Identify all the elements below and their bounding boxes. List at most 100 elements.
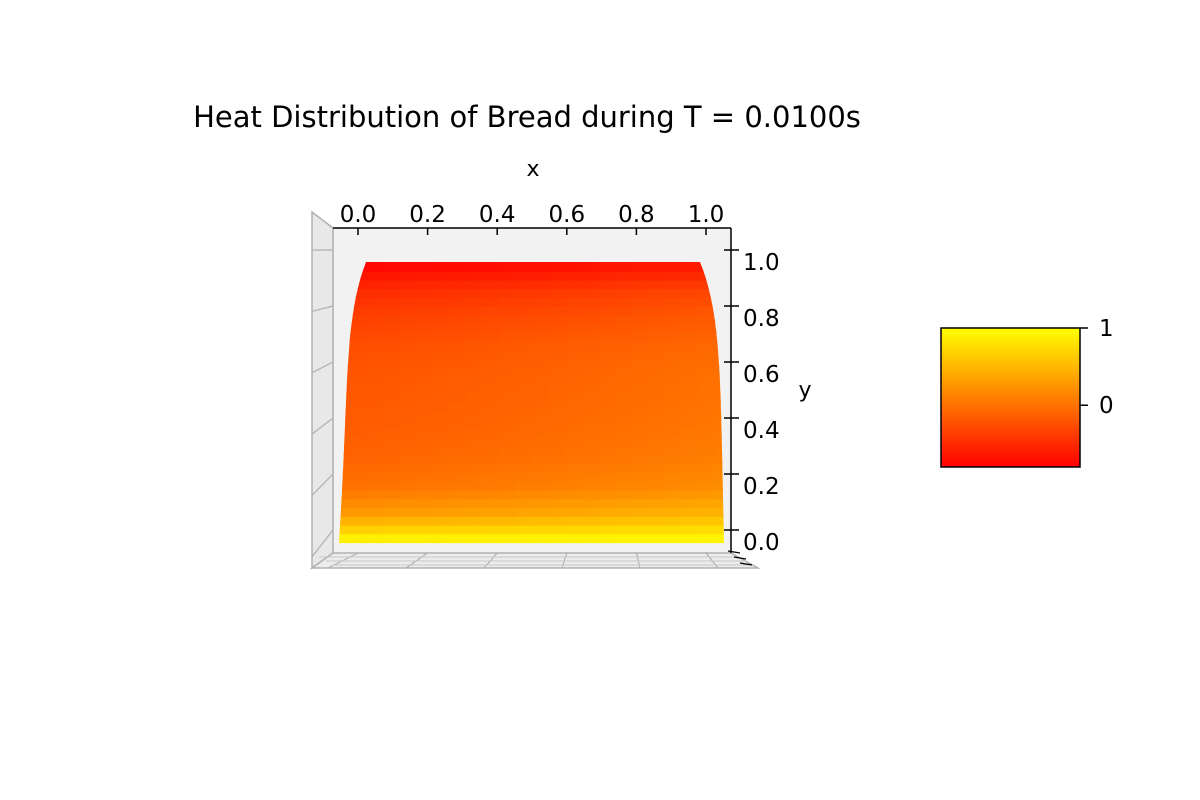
surface-cell xyxy=(432,418,451,430)
surface-cell xyxy=(449,427,467,439)
surface-cell xyxy=(349,322,368,334)
surface-cell xyxy=(432,523,451,535)
surface-cell xyxy=(714,427,724,439)
surface-cell xyxy=(339,532,351,544)
surface-cell xyxy=(349,453,368,465)
surface-cell xyxy=(465,262,484,272)
surface-cell xyxy=(382,392,401,404)
surface-cell xyxy=(432,322,451,334)
surface-cell xyxy=(631,418,650,430)
surface-cell xyxy=(415,453,434,465)
surface-cell xyxy=(515,304,533,316)
surface-cell xyxy=(648,383,666,395)
surface-cell xyxy=(432,532,451,544)
surface-cell xyxy=(614,313,633,325)
surface-cell xyxy=(631,401,650,412)
surface-cell xyxy=(697,392,716,404)
surface-cell xyxy=(581,357,600,369)
surface-cell xyxy=(432,262,451,272)
surface-cell xyxy=(598,506,616,517)
surface-cell xyxy=(465,278,484,290)
surface-cell xyxy=(498,296,517,307)
surface-cell xyxy=(648,374,666,386)
surface-cell xyxy=(648,532,666,544)
surface-cell xyxy=(366,296,384,307)
surface-cell xyxy=(449,331,467,342)
surface-cell xyxy=(532,366,550,377)
surface-cell xyxy=(449,409,467,421)
surface-cell xyxy=(565,278,583,290)
y-tick-label: 0.6 xyxy=(743,362,780,388)
surface-cell xyxy=(415,427,434,439)
surface-cell xyxy=(449,269,467,281)
surface-cell xyxy=(681,418,699,430)
surface-cell xyxy=(399,471,417,482)
surface-cell xyxy=(415,304,434,316)
surface-cell xyxy=(548,296,567,307)
surface-cell xyxy=(415,401,434,412)
surface-cell xyxy=(415,462,434,474)
surface-cell xyxy=(415,366,434,377)
surface-cell xyxy=(415,331,434,342)
surface-cell xyxy=(498,322,517,334)
surface-cell xyxy=(681,506,699,517)
surface-cell xyxy=(681,409,699,421)
surface-cell xyxy=(664,262,683,272)
surface-cell xyxy=(548,532,567,544)
surface-cell xyxy=(515,479,533,491)
surface-cell xyxy=(366,304,384,316)
surface-cell xyxy=(664,418,683,430)
surface-cell xyxy=(631,304,650,316)
surface-cell xyxy=(482,366,500,377)
surface-cell xyxy=(465,514,484,526)
surface-cell xyxy=(648,262,666,272)
surface-cell xyxy=(565,357,583,369)
surface-cell xyxy=(581,348,600,360)
surface-cell xyxy=(631,313,650,325)
surface-cell xyxy=(565,331,583,342)
surface-cell xyxy=(465,383,484,395)
surface-cell xyxy=(631,366,650,377)
surface-cell xyxy=(498,471,517,482)
colorbar-tick-label: 1 xyxy=(1099,316,1114,342)
surface-cell xyxy=(482,523,500,535)
surface-cell xyxy=(339,427,351,439)
surface-cell xyxy=(349,497,368,509)
surface-cell xyxy=(349,418,368,430)
surface-cell xyxy=(498,462,517,474)
surface-cell xyxy=(714,462,724,474)
surface-cell xyxy=(565,409,583,421)
surface-cell xyxy=(498,383,517,395)
surface-cell xyxy=(415,418,434,430)
surface-cell xyxy=(598,357,616,369)
surface-cell xyxy=(631,322,650,334)
surface-cell xyxy=(532,532,550,544)
surface-cell xyxy=(399,444,417,456)
surface-cell xyxy=(449,366,467,377)
surface-cell xyxy=(415,444,434,456)
surface-cell xyxy=(581,269,600,281)
surface-cell xyxy=(399,409,417,421)
surface-cell xyxy=(449,374,467,386)
surface-cell xyxy=(697,444,716,456)
y-axis-label: y xyxy=(798,378,811,403)
surface-cell xyxy=(714,506,724,517)
surface-cell xyxy=(648,401,666,412)
surface-cell xyxy=(581,436,600,447)
surface-cell xyxy=(532,269,550,281)
x-tick-label: 0.0 xyxy=(340,202,377,228)
surface-cell xyxy=(697,296,716,307)
surface-cell xyxy=(366,453,384,465)
surface-cell xyxy=(614,453,633,465)
surface-cell xyxy=(498,532,517,544)
surface-cell xyxy=(565,287,583,299)
surface-cell xyxy=(415,278,434,290)
surface-cell xyxy=(648,523,666,535)
surface-cell xyxy=(714,409,724,421)
surface-cell xyxy=(664,471,683,482)
surface-cell xyxy=(515,357,533,369)
surface-cell xyxy=(366,383,384,395)
surface-cell xyxy=(465,313,484,325)
surface-cell xyxy=(631,427,650,439)
surface-cell xyxy=(366,462,384,474)
